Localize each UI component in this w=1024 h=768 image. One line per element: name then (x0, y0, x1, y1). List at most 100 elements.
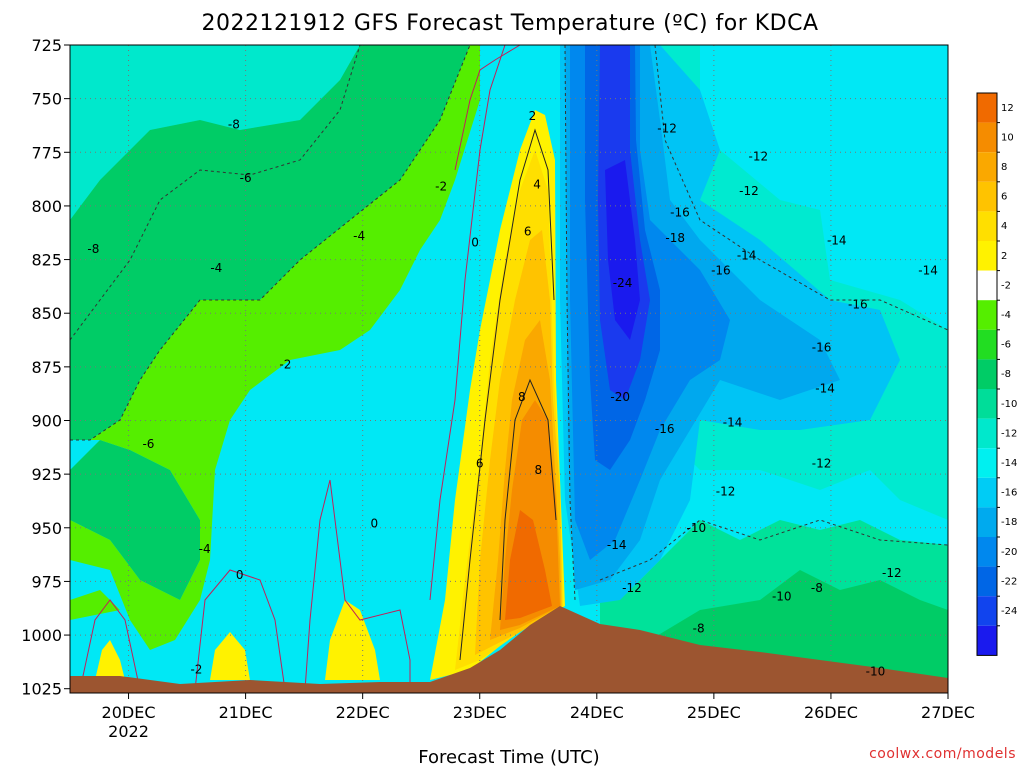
field-green-left (70, 45, 470, 440)
x-axis-title: Forecast Time (UTC) (418, 747, 599, 768)
field-teal-left (70, 45, 360, 220)
colorbar-label: -8 (1001, 369, 1011, 380)
field-bright-green (70, 45, 480, 650)
contour-label: -10 (687, 521, 707, 535)
x-tick-label: 20DEC (102, 703, 156, 722)
x-tick-label: 22DEC (336, 703, 390, 722)
y-tick-label: 825 (31, 251, 62, 270)
contour-label: -16 (711, 263, 731, 277)
y-tick-label: 750 (31, 90, 62, 109)
contour-label: -24 (613, 276, 633, 290)
colorbar-swatch (977, 329, 997, 360)
contour-label: -8 (87, 242, 99, 256)
credit-link[interactable]: coolwx.com/models (869, 746, 1016, 762)
y-tick-label: 950 (31, 519, 62, 538)
contour-label: -14 (607, 538, 627, 552)
y-tick-label: 800 (31, 197, 62, 216)
contour-label: 4 (533, 177, 541, 191)
contour-zero-magenta-b (454, 45, 521, 171)
colorbar-label: -20 (1001, 547, 1017, 558)
contour-label: 6 (524, 225, 532, 239)
contour-label: -16 (812, 341, 832, 355)
y-tick-label: 775 (31, 143, 62, 162)
x-tick-label: 27DEC (921, 703, 975, 722)
colorbar-swatch (977, 93, 997, 123)
contour-label: -2 (279, 358, 291, 372)
contour-label: -12 (882, 566, 902, 580)
y-tick-label: 850 (31, 304, 62, 323)
contour-label: -10 (866, 665, 886, 679)
contour-label: -4 (199, 542, 211, 556)
contour-dash-b (70, 45, 471, 441)
field-green-side (70, 590, 120, 620)
colorbar-swatch (977, 152, 997, 182)
field-warm-orange-dark (505, 510, 552, 620)
contour-label: -8 (811, 581, 823, 595)
colorbar-swatch (977, 389, 997, 419)
y-tick-label: 975 (31, 572, 62, 591)
colorbar-swatch (977, 477, 997, 508)
colorbar-swatch (977, 625, 997, 656)
y-tick-label: 1000 (21, 626, 62, 645)
colorbar-label: -24 (1001, 606, 1017, 617)
colorbar-label: 12 (1001, 103, 1014, 114)
colorbar-label: -22 (1001, 576, 1017, 587)
contour-label: 0 (236, 568, 244, 582)
contour-label: -12 (749, 150, 769, 164)
contour-label: -10 (772, 589, 792, 603)
x-tick-label: 21DEC (219, 703, 273, 722)
contour-zero-magenta-d (194, 569, 286, 691)
contour-zero-magenta-e (79, 599, 141, 691)
colorbar-label: -4 (1001, 310, 1011, 321)
colorbar-label: -2 (1001, 280, 1011, 291)
plot-area (70, 45, 948, 693)
contour-label: -14 (737, 248, 757, 262)
contour-label: 0 (471, 235, 479, 249)
contour-dash-a (70, 45, 361, 341)
contour-label: -4 (210, 261, 222, 275)
colorbar-label: -18 (1001, 517, 1017, 528)
plot-border (69, 44, 949, 694)
contour-label: -16 (848, 298, 868, 312)
contour-label: 8 (534, 463, 542, 477)
contour-label: -12 (716, 484, 736, 498)
colorbar-label: -14 (1001, 458, 1017, 469)
contour-label: -8 (228, 117, 240, 131)
contour-dash-c (654, 45, 948, 331)
contour-label: -2 (435, 180, 447, 194)
colorbar-label: -16 (1001, 488, 1017, 499)
x-tick-label: 23DEC (453, 703, 507, 722)
x-tick-label: 25DEC (687, 703, 741, 722)
field-surface-blob-1 (95, 640, 125, 680)
y-tick-label: 1025 (21, 680, 62, 699)
contour-label: 8 (518, 390, 526, 404)
x-tick-label: 24DEC (570, 703, 624, 722)
x-tick-label: 26DEC (804, 703, 858, 722)
field-blue-f (605, 160, 640, 340)
field-surface-blob-2 (210, 632, 250, 680)
contour-label: -2 (190, 662, 202, 676)
chart-title: 2022121912 GFS Forecast Temperature (ºC)… (201, 11, 818, 36)
contour-label: 0 (371, 516, 379, 530)
colorbar-label: -12 (1001, 428, 1017, 439)
colorbar: 12 10 8 6 4 2 -2 -4 -6 -8 -10 -12 -14 -16 -18 -20 -22 -24 (976, 92, 1017, 656)
colorbar-swatch (977, 211, 997, 241)
contour-label: -16 (655, 422, 675, 436)
contour-lines (70, 45, 948, 691)
colorbar-label: 4 (1001, 221, 1007, 232)
contour-label: 6 (476, 456, 484, 470)
y-axis: 725 750 775 800 825 850 875 900 925 950 975 1000 102… (21, 36, 70, 699)
contour-label: -6 (240, 171, 252, 185)
terrain-surface (70, 606, 948, 693)
colorbar-swatch (977, 448, 997, 478)
y-tick-label: 925 (31, 465, 62, 484)
colorbar-label: 10 (1001, 132, 1014, 143)
y-tick-label: 725 (31, 36, 62, 55)
contour-label: -12 (657, 122, 677, 136)
colorbar-border (976, 92, 998, 656)
colorbar-label: -10 (1001, 399, 1017, 410)
colorbar-swatch (977, 241, 997, 271)
contour-label: 2 (529, 109, 537, 123)
